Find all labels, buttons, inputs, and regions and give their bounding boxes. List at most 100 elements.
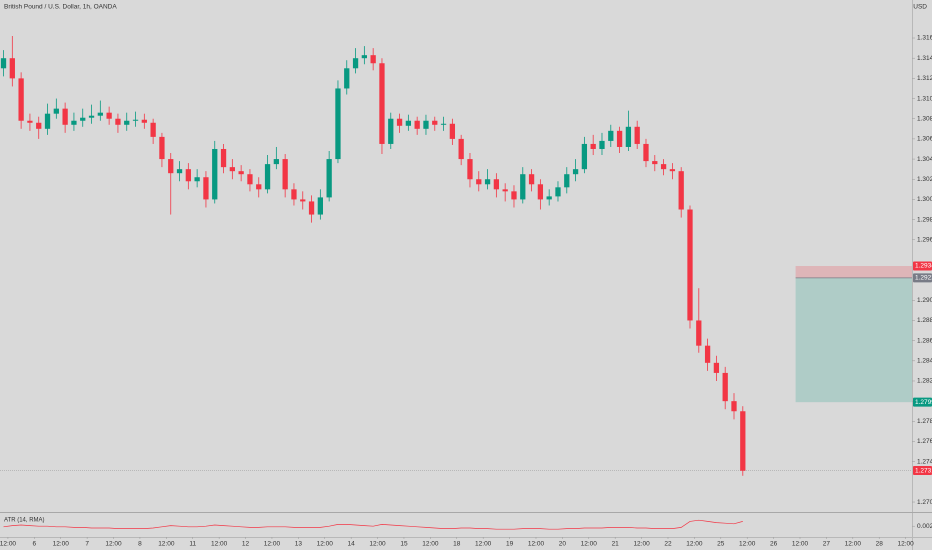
candle-body bbox=[731, 401, 737, 412]
candle-body bbox=[106, 112, 112, 119]
candle-body bbox=[53, 108, 59, 114]
candle-body bbox=[361, 55, 368, 59]
candle-body bbox=[449, 123, 456, 139]
candle-body bbox=[344, 68, 350, 89]
candle-body bbox=[379, 63, 385, 144]
x-tick-label: 12:00 bbox=[475, 541, 492, 548]
candle-body bbox=[18, 78, 24, 121]
candle-body bbox=[326, 159, 332, 198]
candle-body bbox=[335, 88, 341, 160]
candle-body bbox=[150, 122, 156, 137]
target-price-label-bg bbox=[913, 397, 932, 407]
candle-body bbox=[176, 169, 183, 174]
x-tick-label: 7 bbox=[85, 541, 89, 548]
y-tick-label: 1.28200 bbox=[917, 378, 932, 385]
x-tick-label: 12:00 bbox=[264, 541, 281, 548]
x-tick-label: 12 bbox=[242, 541, 250, 548]
stop-price-label-bg bbox=[913, 261, 932, 271]
candle-body bbox=[652, 161, 658, 165]
candle-body bbox=[678, 171, 684, 210]
candle-body bbox=[36, 122, 42, 129]
x-tick-label: 28 bbox=[876, 541, 884, 548]
candle-body bbox=[713, 362, 720, 373]
candle-body bbox=[0, 58, 7, 69]
candle-body bbox=[423, 120, 429, 129]
candle-body bbox=[484, 179, 491, 185]
candle-body bbox=[687, 209, 693, 321]
y-tick-label: 1.27600 bbox=[917, 438, 932, 445]
x-tick-label: 12:00 bbox=[739, 541, 756, 548]
y-tick-label: 1.31400 bbox=[917, 55, 932, 62]
y-tick-label: 1.27000 bbox=[917, 499, 932, 506]
x-tick-label: 12:00 bbox=[317, 541, 334, 548]
candle-body bbox=[396, 118, 403, 126]
candle-body bbox=[220, 148, 227, 168]
candle-body bbox=[520, 174, 526, 200]
candle-body bbox=[115, 118, 121, 125]
candle-body bbox=[564, 174, 570, 188]
x-tick-label: 12:00 bbox=[633, 541, 650, 548]
atr-tick-label: 0.00280 bbox=[917, 523, 932, 530]
entry-price-label: 1.29222 bbox=[915, 275, 932, 282]
candle-body bbox=[282, 159, 288, 190]
candle-body bbox=[722, 372, 728, 402]
x-tick-label: 6 bbox=[33, 541, 37, 548]
x-tick-label: 12:00 bbox=[845, 541, 862, 548]
candle-body bbox=[740, 411, 746, 471]
candle-body bbox=[159, 136, 165, 160]
candle-body bbox=[581, 143, 588, 170]
y-tick-label: 1.27400 bbox=[917, 458, 932, 465]
stop-price-label: 1.29340 bbox=[915, 263, 932, 270]
candle-body bbox=[194, 177, 200, 182]
x-tick-label: 27 bbox=[823, 541, 831, 548]
candle-body bbox=[616, 130, 623, 147]
x-tick-label: 11 bbox=[189, 541, 196, 548]
x-tick-label: 12:00 bbox=[369, 541, 386, 548]
x-tick-label: 12:00 bbox=[0, 541, 16, 548]
candle-body bbox=[168, 159, 174, 174]
x-tick-label: 21 bbox=[612, 541, 620, 548]
last-price-label-bg bbox=[913, 466, 932, 476]
x-tick-label: 12:00 bbox=[422, 541, 439, 548]
target-price-label: 1.27990 bbox=[915, 399, 932, 406]
y-tick-label: 1.30400 bbox=[917, 156, 932, 163]
candle-body bbox=[590, 143, 596, 149]
x-tick-label: 12:00 bbox=[158, 541, 175, 548]
candle-body bbox=[572, 169, 579, 175]
candle-body bbox=[71, 120, 77, 125]
candle-body bbox=[634, 126, 640, 144]
y-tick-label: 1.28400 bbox=[917, 358, 932, 365]
x-tick-label: 25 bbox=[717, 541, 725, 548]
candle-body bbox=[555, 187, 561, 197]
candle-body bbox=[238, 171, 244, 175]
candle-body bbox=[88, 115, 95, 118]
candle-body bbox=[599, 140, 605, 149]
candle-body bbox=[502, 189, 508, 192]
x-tick-label: 12:00 bbox=[897, 541, 914, 548]
candle-body bbox=[9, 58, 15, 79]
y-tick-label: 1.30600 bbox=[917, 136, 932, 143]
candle-body bbox=[476, 179, 482, 185]
target-zone bbox=[795, 277, 912, 403]
candle-body bbox=[124, 120, 130, 125]
y-tick-label: 1.29800 bbox=[917, 216, 932, 223]
candle-body bbox=[440, 123, 447, 125]
candle-body bbox=[80, 117, 86, 121]
candle-body bbox=[203, 177, 209, 200]
y-tick-label: 1.31600 bbox=[917, 35, 932, 42]
candle-body bbox=[370, 55, 376, 64]
candle-body bbox=[212, 148, 218, 200]
x-tick-label: 22 bbox=[664, 541, 672, 548]
candle-body bbox=[467, 159, 473, 180]
candle-body bbox=[537, 184, 544, 200]
y-tick-label: 1.30200 bbox=[917, 176, 932, 183]
x-tick-label: 26 bbox=[770, 541, 778, 548]
y-tick-label: 1.27800 bbox=[917, 418, 932, 425]
y-tick-label: 1.29000 bbox=[917, 297, 932, 304]
x-tick-label: 12:00 bbox=[53, 541, 70, 548]
candle-body bbox=[546, 196, 552, 200]
candle-body bbox=[660, 164, 667, 170]
candle-body bbox=[264, 164, 271, 190]
